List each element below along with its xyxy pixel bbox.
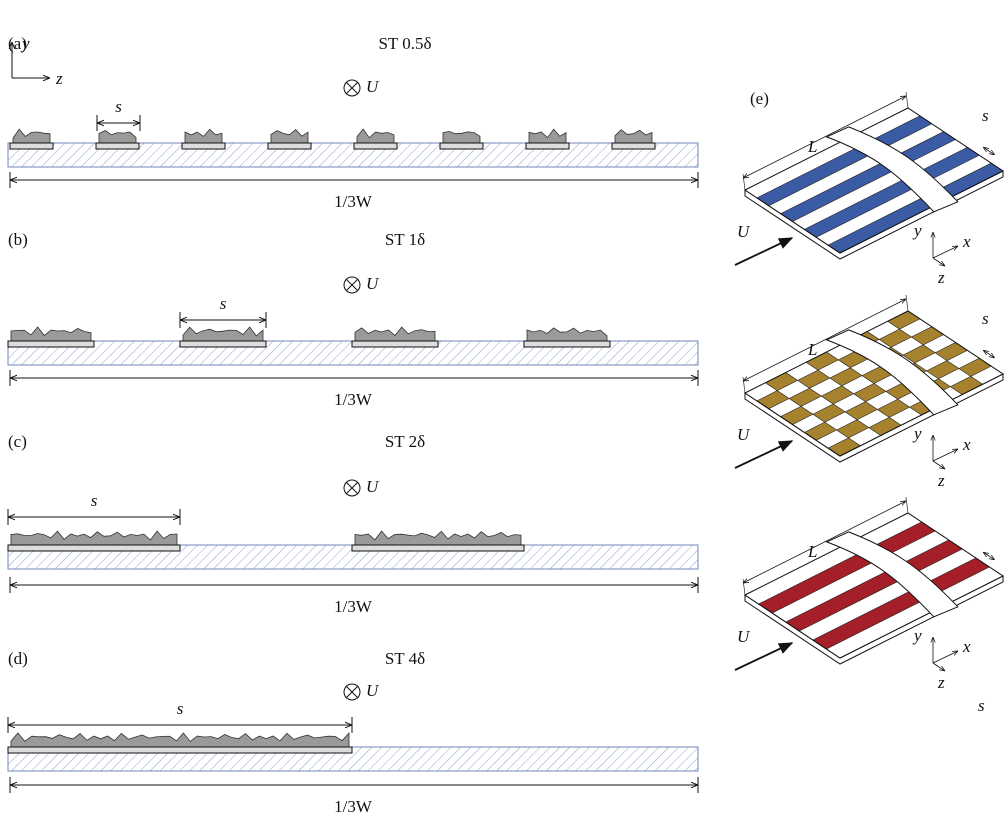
panel-title: ST 4δ bbox=[385, 649, 425, 668]
axis-label: z bbox=[937, 471, 945, 490]
line bbox=[735, 643, 792, 670]
roughness-plate bbox=[440, 143, 483, 149]
line bbox=[743, 174, 745, 190]
line bbox=[933, 461, 945, 469]
roughness-plate bbox=[354, 143, 397, 149]
axis-label: x bbox=[962, 435, 971, 454]
line bbox=[743, 579, 745, 595]
line bbox=[933, 651, 958, 663]
line bbox=[933, 246, 958, 258]
roughness-plate bbox=[612, 143, 655, 149]
spacing-label: s bbox=[978, 696, 985, 715]
figure: y z (a) ST 0.5δ Us 1/3W (b) ST 1δ Us 1/3W (c) ST 2δ… bbox=[0, 0, 1008, 817]
roughness bbox=[13, 129, 50, 143]
axis-label: z bbox=[55, 69, 63, 88]
roughness bbox=[11, 531, 177, 545]
panel-label: (c) bbox=[8, 432, 27, 451]
axis-label: x bbox=[962, 637, 971, 656]
roughness bbox=[11, 327, 91, 341]
roughness-plate bbox=[10, 143, 53, 149]
roughness bbox=[527, 328, 607, 341]
panel-label: (b) bbox=[8, 230, 28, 249]
flow-label: U bbox=[737, 627, 751, 646]
width-label: 1/3W bbox=[334, 390, 373, 409]
roughness bbox=[357, 129, 394, 143]
roughness-plate bbox=[8, 747, 352, 753]
length-label: L bbox=[807, 137, 817, 156]
flow-label: U bbox=[737, 222, 751, 241]
line bbox=[735, 238, 792, 265]
panel-title: ST 1δ bbox=[385, 230, 425, 249]
spacing-label: s bbox=[982, 309, 989, 328]
axis-label: y bbox=[912, 221, 922, 240]
panel-label: (a) bbox=[8, 34, 27, 53]
flow-label: U bbox=[366, 681, 380, 700]
panel-title: ST 2δ bbox=[385, 432, 425, 451]
flow-label: U bbox=[366, 77, 380, 96]
axis-label: z bbox=[937, 268, 945, 287]
roughness bbox=[185, 130, 222, 144]
line bbox=[906, 295, 908, 311]
roughness-plate bbox=[8, 341, 94, 347]
roughness bbox=[615, 130, 652, 143]
panel-label: (d) bbox=[8, 649, 28, 668]
line bbox=[743, 377, 745, 393]
flow-label: U bbox=[737, 425, 751, 444]
spacing-label: s bbox=[115, 97, 122, 116]
width-label: 1/3W bbox=[334, 192, 373, 211]
axis-label: y bbox=[912, 424, 922, 443]
line bbox=[933, 449, 958, 461]
spacing-label: s bbox=[220, 294, 227, 313]
flow-label: U bbox=[366, 274, 380, 293]
line bbox=[906, 497, 908, 513]
line bbox=[983, 350, 994, 358]
width-label: 1/3W bbox=[334, 797, 373, 816]
roughness bbox=[183, 327, 263, 341]
line bbox=[983, 147, 994, 155]
roughness-plate bbox=[268, 143, 311, 149]
line bbox=[983, 552, 994, 560]
roughness-plate bbox=[526, 143, 569, 149]
roughness bbox=[11, 733, 349, 747]
line bbox=[933, 258, 945, 266]
length-label: L bbox=[807, 340, 817, 359]
roughness bbox=[271, 130, 308, 143]
flow-label: U bbox=[366, 477, 380, 496]
roughness-plate bbox=[96, 143, 139, 149]
axis-label: y bbox=[912, 626, 922, 645]
roughness bbox=[355, 327, 435, 341]
panel-label: (e) bbox=[750, 89, 769, 108]
width-label: 1/3W bbox=[334, 597, 373, 616]
length-label: L bbox=[807, 542, 817, 561]
roughness-plate bbox=[524, 341, 610, 347]
spacing-label: s bbox=[982, 106, 989, 125]
roughness-plate bbox=[352, 545, 524, 551]
roughness bbox=[443, 131, 480, 143]
line bbox=[906, 92, 908, 108]
spacing-label: s bbox=[91, 491, 98, 510]
roughness-plate bbox=[8, 545, 180, 551]
roughness bbox=[529, 129, 566, 143]
roughness-plate bbox=[182, 143, 225, 149]
roughness-plate bbox=[352, 341, 438, 347]
roughness bbox=[99, 131, 136, 144]
line bbox=[933, 663, 945, 671]
axis-label: z bbox=[937, 673, 945, 692]
roughness-plate bbox=[180, 341, 266, 347]
spacing-label: s bbox=[177, 699, 184, 718]
roughness bbox=[355, 531, 521, 545]
line bbox=[735, 441, 792, 468]
panel-title: ST 0.5δ bbox=[378, 34, 431, 53]
axis-label: x bbox=[962, 232, 971, 251]
